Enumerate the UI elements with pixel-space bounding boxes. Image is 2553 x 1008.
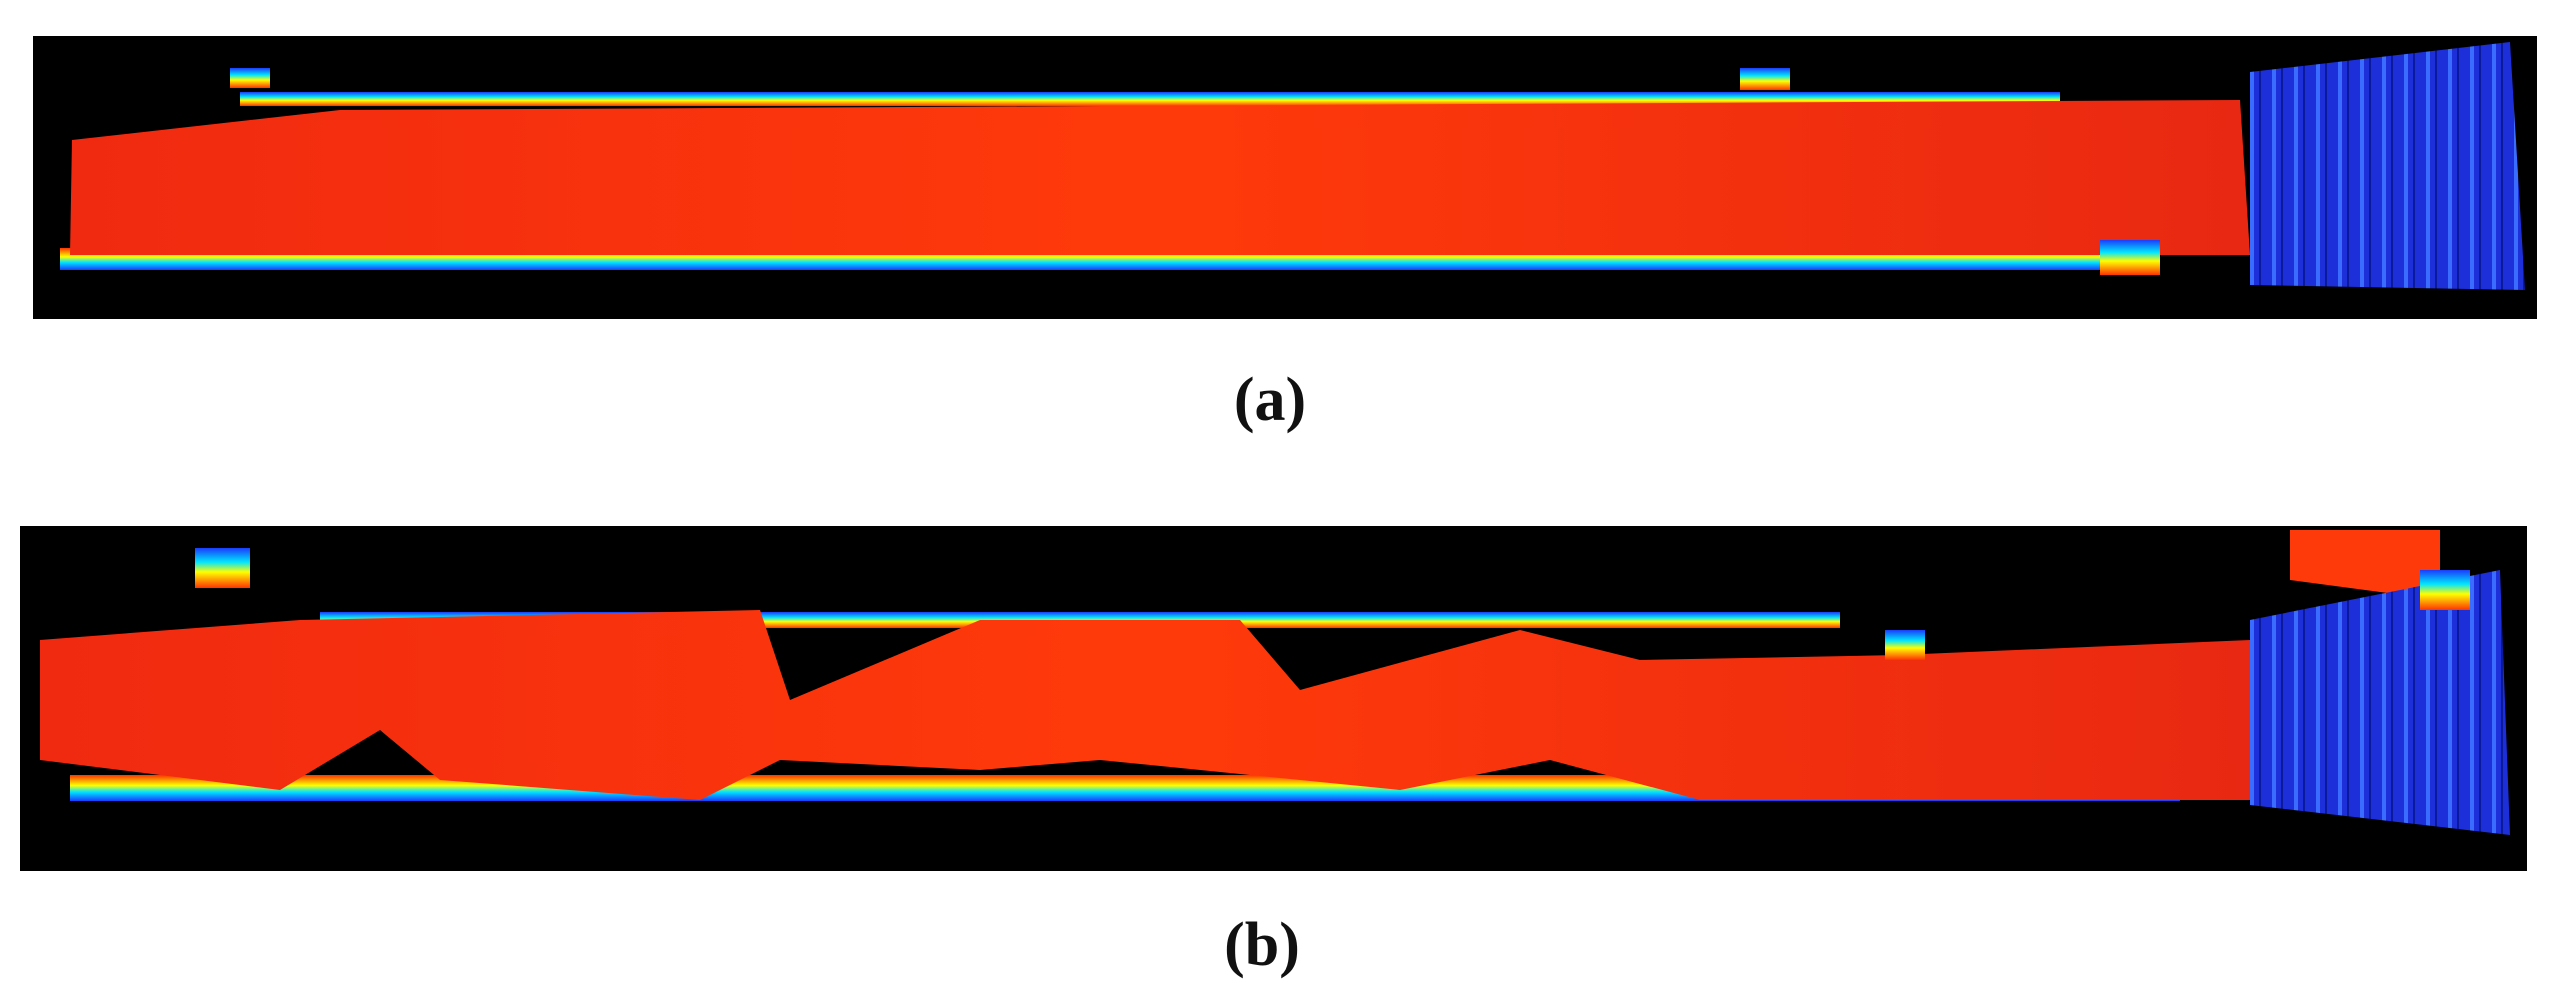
point-cloud-far [2250, 42, 2525, 290]
edge-strip [240, 92, 2060, 106]
point-cloud [40, 610, 2260, 800]
edge-strip [1740, 68, 1790, 90]
point-cloud [70, 100, 2250, 255]
edge-strip [195, 548, 250, 588]
panel-a [33, 36, 2537, 319]
panel-b [20, 526, 2527, 871]
edge-strip [230, 68, 270, 88]
edge-strip [1885, 630, 1925, 660]
edge-strip [2100, 240, 2160, 275]
panel-label: (b) [1224, 911, 1300, 979]
point-cloud [2290, 530, 2440, 600]
point-cloud-far [2250, 570, 2510, 835]
edge-strip [2420, 570, 2470, 610]
panel-label: (a) [1234, 366, 1306, 434]
